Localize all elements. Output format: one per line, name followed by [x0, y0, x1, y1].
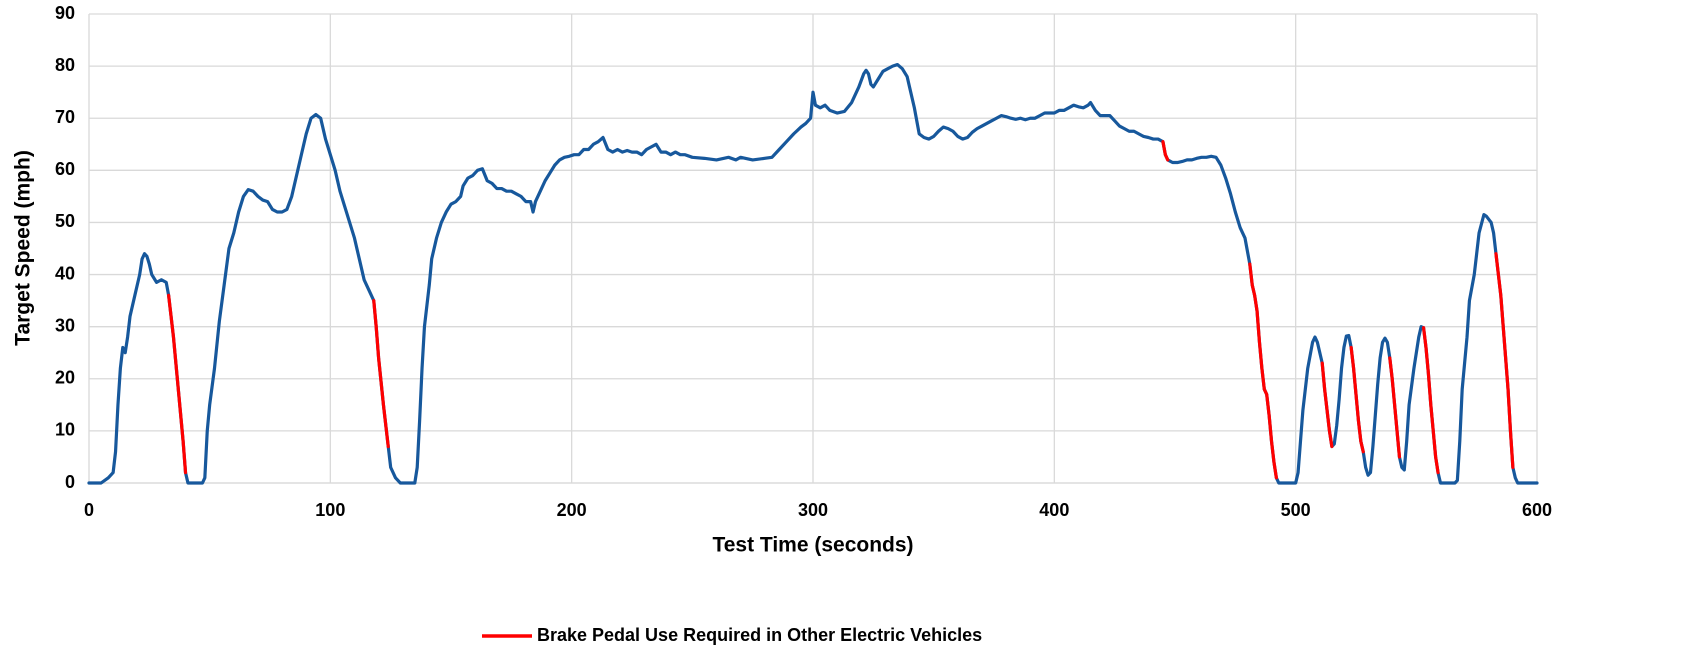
y-axis-title: Target Speed (mph) — [12, 150, 35, 346]
y-tick-label: 60 — [55, 159, 75, 179]
x-tick-label: 300 — [798, 500, 828, 520]
y-tick-label: 80 — [55, 55, 75, 75]
x-tick-label: 600 — [1522, 500, 1552, 520]
x-tick-label: 0 — [84, 500, 94, 520]
x-tick-label: 100 — [315, 500, 345, 520]
y-tick-label: 40 — [55, 263, 75, 283]
y-tick-label: 50 — [55, 211, 75, 231]
x-axis-title: Test Time (seconds) — [712, 534, 913, 557]
legend-label: Brake Pedal Use Required in Other Electr… — [537, 625, 982, 645]
y-tick-label: 70 — [55, 107, 75, 127]
series-line — [167, 140, 1515, 480]
y-tick-label: 0 — [65, 472, 75, 492]
x-tick-label: 500 — [1281, 500, 1311, 520]
y-tick-label: 30 — [55, 315, 75, 335]
x-tick-label: 400 — [1039, 500, 1069, 520]
y-tick-label: 20 — [55, 368, 75, 388]
y-tick-label: 90 — [55, 3, 75, 23]
x-tick-label: 200 — [557, 500, 587, 520]
y-tick-label: 10 — [55, 420, 75, 440]
